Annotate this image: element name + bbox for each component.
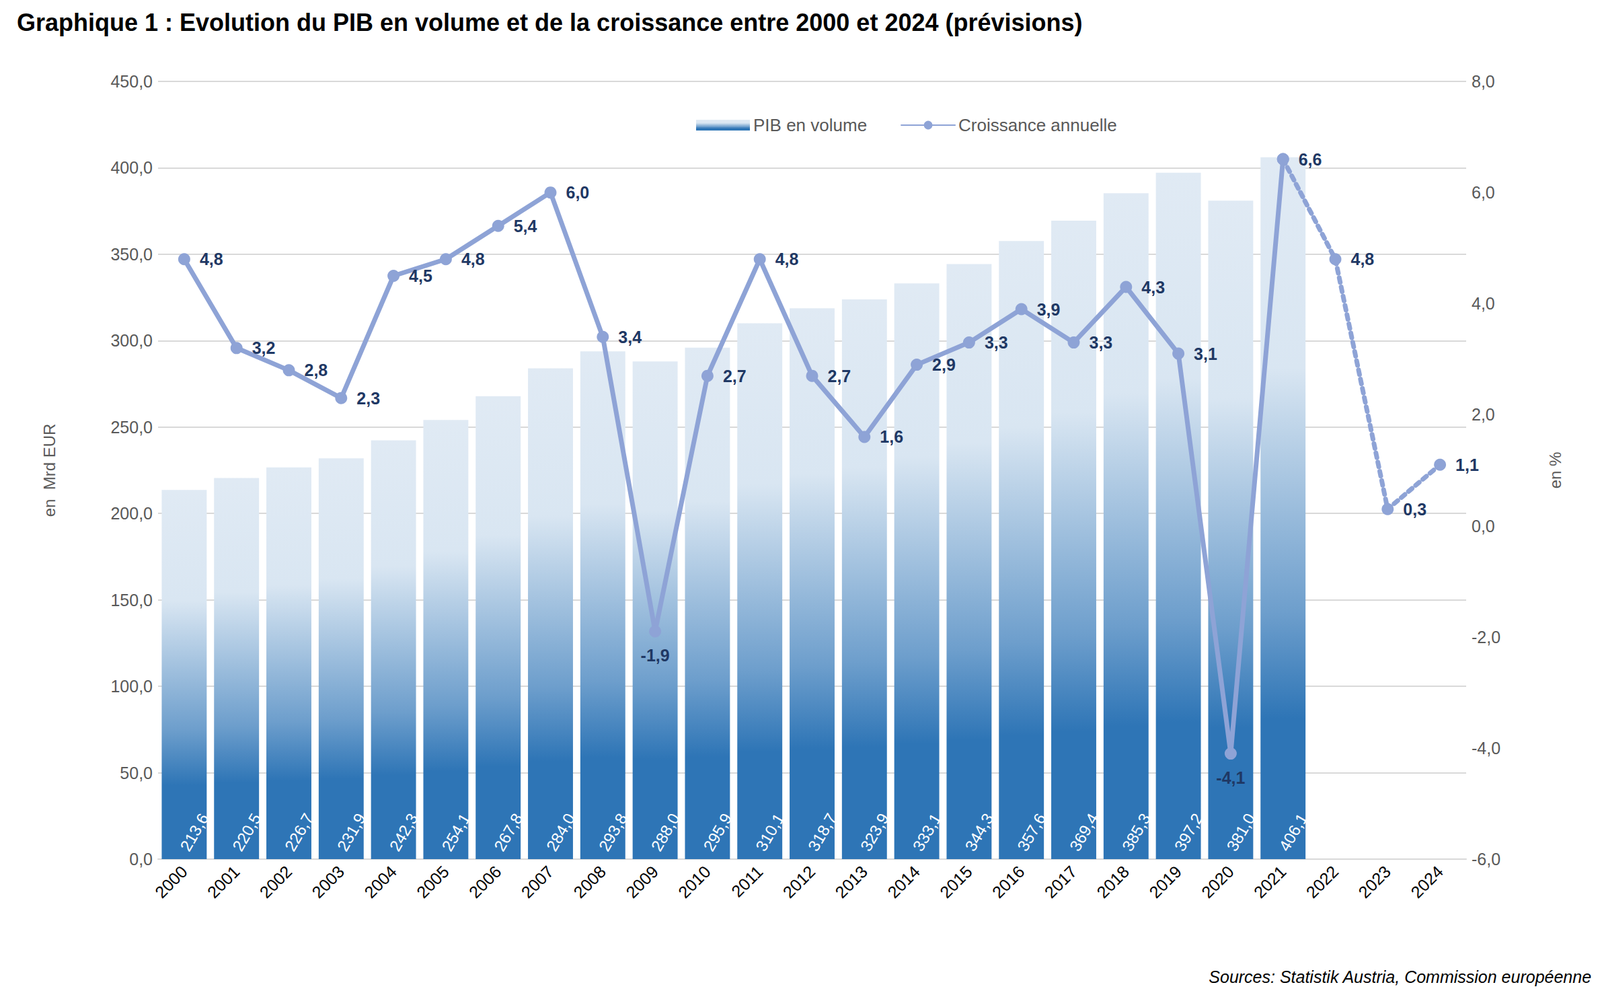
svg-text:2024: 2024 [1406, 861, 1447, 902]
svg-text:2006: 2006 [464, 861, 505, 902]
svg-text:3,1: 3,1 [1193, 344, 1218, 364]
svg-text:4,8: 4,8 [199, 249, 224, 269]
svg-text:2020: 2020 [1197, 861, 1238, 902]
svg-text:333,1: 333,1 [908, 809, 945, 854]
svg-text:2011: 2011 [727, 861, 767, 901]
svg-text:0,0: 0,0 [129, 849, 153, 869]
svg-text:5,4: 5,4 [513, 216, 538, 236]
svg-text:6,6: 6,6 [1298, 149, 1323, 169]
svg-text:300,0: 300,0 [110, 330, 153, 350]
svg-text:6,0: 6,0 [566, 182, 590, 202]
svg-text:2002: 2002 [255, 861, 296, 902]
svg-text:357,6: 357,6 [1013, 809, 1050, 854]
svg-text:Sources: Statistik Austria, Co: Sources: Statistik Austria, Commission e… [1208, 967, 1592, 986]
svg-text:231,9: 231,9 [333, 809, 370, 854]
svg-text:6,0: 6,0 [1471, 182, 1496, 202]
svg-text:4,8: 4,8 [1351, 249, 1375, 269]
svg-text:2,0: 2,0 [1471, 404, 1496, 424]
svg-text:3,9: 3,9 [1037, 299, 1061, 319]
svg-text:4,3: 4,3 [1141, 277, 1165, 297]
svg-text:4,0: 4,0 [1471, 293, 1496, 313]
svg-text:284,0: 284,0 [542, 809, 579, 854]
svg-text:en %: en % [1546, 451, 1565, 489]
svg-text:PIB en volume: PIB en volume [753, 115, 867, 136]
svg-text:3,2: 3,2 [252, 338, 276, 358]
svg-text:254,1: 254,1 [437, 809, 474, 854]
svg-text:2001: 2001 [203, 861, 243, 902]
svg-text:2010: 2010 [674, 861, 715, 902]
svg-text:2015: 2015 [936, 861, 976, 902]
svg-text:-1,9: -1,9 [640, 645, 670, 665]
svg-text:406,1: 406,1 [1275, 809, 1311, 854]
svg-text:0,3: 0,3 [1402, 499, 1427, 519]
svg-text:Graphique 1 : Evolution du PIB: Graphique 1 : Evolution du PIB en volume… [16, 8, 1083, 37]
svg-text:150,0: 150,0 [110, 590, 153, 610]
svg-text:220,5: 220,5 [228, 809, 265, 854]
svg-text:2022: 2022 [1302, 861, 1342, 902]
svg-text:2012: 2012 [778, 861, 819, 902]
svg-text:Croissance annuelle: Croissance annuelle [958, 115, 1118, 136]
svg-text:2005: 2005 [412, 861, 453, 902]
svg-text:0,0: 0,0 [1471, 516, 1496, 536]
svg-text:323,9: 323,9 [856, 809, 893, 854]
svg-text:250,0: 250,0 [110, 417, 153, 437]
svg-text:2007: 2007 [517, 861, 557, 902]
svg-text:2000: 2000 [151, 861, 192, 902]
svg-text:3,4: 3,4 [618, 327, 642, 347]
svg-text:2017: 2017 [1040, 861, 1081, 902]
svg-text:293,8: 293,8 [595, 809, 631, 854]
svg-text:295,9: 295,9 [699, 809, 736, 854]
svg-text:2,3: 2,3 [356, 388, 380, 408]
svg-text:8,0: 8,0 [1471, 71, 1496, 91]
svg-text:en Mrd EUR: en Mrd EUR [40, 423, 59, 518]
svg-text:-6,0: -6,0 [1471, 849, 1501, 869]
svg-text:1,6: 1,6 [879, 427, 904, 446]
svg-text:50,0: 50,0 [119, 763, 153, 783]
svg-text:3,3: 3,3 [1089, 332, 1114, 352]
svg-text:2,7: 2,7 [722, 366, 747, 386]
svg-text:2016: 2016 [987, 861, 1028, 902]
svg-text:310,1: 310,1 [751, 809, 788, 854]
svg-text:2003: 2003 [308, 861, 348, 902]
svg-text:2013: 2013 [831, 861, 871, 902]
svg-text:267,8: 267,8 [490, 809, 526, 854]
svg-text:4,5: 4,5 [408, 266, 433, 286]
svg-text:1,1: 1,1 [1455, 455, 1479, 475]
svg-text:2,7: 2,7 [827, 366, 852, 386]
svg-text:397,2: 397,2 [1170, 809, 1206, 854]
svg-text:318,7: 318,7 [804, 809, 841, 854]
svg-text:2009: 2009 [622, 861, 662, 902]
svg-text:213,6: 213,6 [176, 809, 212, 854]
svg-text:226,7: 226,7 [281, 809, 317, 854]
svg-text:100,0: 100,0 [110, 676, 153, 696]
svg-text:2019: 2019 [1145, 861, 1186, 902]
svg-text:242,3: 242,3 [385, 809, 422, 854]
svg-text:381,0: 381,0 [1222, 809, 1259, 854]
svg-text:4,8: 4,8 [775, 249, 799, 269]
svg-text:369,4: 369,4 [1065, 809, 1102, 854]
svg-text:2008: 2008 [569, 861, 610, 902]
svg-text:2,8: 2,8 [304, 360, 329, 380]
svg-text:450,0: 450,0 [110, 71, 153, 91]
svg-text:2023: 2023 [1354, 861, 1395, 902]
svg-text:400,0: 400,0 [110, 158, 153, 177]
svg-text:2018: 2018 [1092, 861, 1133, 902]
svg-text:350,0: 350,0 [110, 244, 153, 264]
svg-text:200,0: 200,0 [110, 503, 153, 523]
svg-text:-4,1: -4,1 [1215, 768, 1245, 787]
svg-text:288,0: 288,0 [646, 809, 683, 854]
svg-text:385,3: 385,3 [1118, 809, 1155, 854]
svg-text:-4,0: -4,0 [1471, 738, 1501, 758]
svg-text:3,3: 3,3 [984, 332, 1009, 352]
svg-text:2021: 2021 [1249, 861, 1290, 902]
svg-text:-2,0: -2,0 [1471, 627, 1501, 647]
svg-text:2004: 2004 [360, 861, 401, 902]
svg-text:344,3: 344,3 [961, 809, 997, 854]
svg-text:2,9: 2,9 [932, 355, 956, 374]
svg-text:4,8: 4,8 [461, 249, 485, 269]
svg-text:2014: 2014 [883, 861, 924, 902]
